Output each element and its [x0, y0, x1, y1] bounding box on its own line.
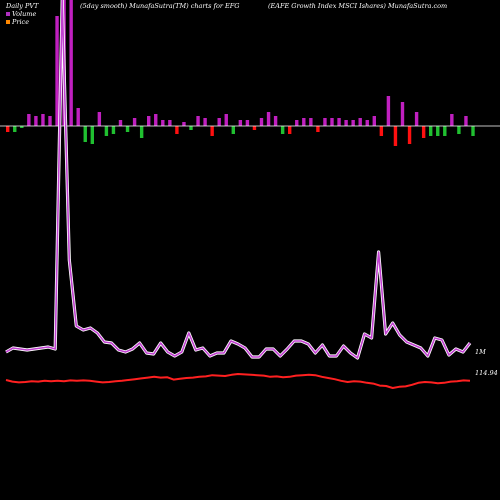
legend-price: Price [6, 18, 29, 26]
pvt-bars [6, 0, 475, 146]
pvt-bar [104, 126, 109, 136]
pvt-bar [20, 126, 24, 128]
volume-line [5, 0, 471, 359]
pvt-bar [407, 126, 412, 144]
pvt-bar [161, 120, 165, 126]
series-lines [5, 0, 472, 389]
pvt-bar [118, 120, 123, 126]
pvt-bar [125, 126, 130, 132]
pvt-bar [330, 118, 334, 126]
pvt-bar [302, 118, 306, 126]
pvt-bar [217, 118, 221, 126]
pvt-bar [259, 118, 264, 126]
pvt-bar [450, 114, 454, 126]
pvt-bar [34, 116, 38, 126]
pvt-bar [90, 126, 94, 144]
pvt-bar [414, 112, 419, 126]
pvt-bar [132, 118, 137, 126]
pvt-bar [41, 114, 45, 126]
pvt-bar [238, 120, 243, 126]
pvt-bar [471, 126, 475, 136]
pvt-bar [421, 126, 426, 138]
pvt-bar [457, 126, 461, 134]
pvt-bar [231, 126, 235, 134]
pvt-bar [6, 126, 10, 132]
pvt-bar [147, 116, 151, 126]
pvt-bar [365, 120, 369, 126]
pvt-bar [464, 116, 468, 126]
pvt-bar [76, 108, 80, 126]
pvt-bar [210, 126, 214, 136]
pvt-bar [379, 126, 384, 136]
pvt-bar [295, 120, 299, 126]
legend-volume-swatch [6, 12, 10, 16]
pvt-bar [48, 116, 52, 126]
pvt-bar [288, 126, 292, 134]
pvt-bar [344, 120, 348, 126]
pvt-bar [27, 114, 31, 126]
pvt-bar [189, 126, 193, 130]
pvt-bar [154, 114, 158, 126]
pvt-bar [168, 120, 172, 126]
pvt-bar [139, 126, 144, 138]
header-center: (5day smooth) MunafaSutra(TM) charts for… [80, 2, 240, 10]
price-line [5, 373, 471, 389]
pvt-bar [182, 122, 186, 126]
pvt-bar [83, 126, 87, 142]
pvt-bar [13, 126, 17, 132]
pvt-bar [224, 114, 228, 126]
legend-price-swatch [6, 20, 10, 24]
pvt-bar [337, 118, 341, 126]
header-left: Daily PVT [6, 2, 39, 10]
volume-end-label: 1M [475, 348, 486, 356]
pvt-bar [252, 126, 257, 130]
pvt-bar [266, 112, 271, 126]
pvt-bar [175, 126, 179, 134]
pvt-bar [358, 118, 362, 126]
pvt-bar [69, 0, 73, 126]
pvt-bar [280, 126, 285, 134]
header-right: (EAFE Growth Index MSCI Ishares) MunafaS… [268, 2, 448, 10]
pvt-bar [203, 118, 207, 126]
pvt-bar [436, 126, 440, 136]
pvt-bar [393, 126, 398, 146]
pvt-bar [196, 116, 200, 126]
pvt-bar [351, 120, 355, 126]
pvt-bar [386, 96, 391, 126]
pvt-bar [55, 16, 59, 126]
pvt-bar [372, 116, 376, 126]
pvt-bar [309, 118, 313, 126]
legend-price-label: Price [12, 18, 30, 26]
pvt-bar [400, 102, 405, 126]
pvt-bar [316, 126, 320, 132]
pvt-bar [429, 126, 433, 136]
legend-volume-label: Volume [12, 10, 37, 18]
pvt-bar [273, 116, 278, 126]
pvt-bar [323, 118, 327, 126]
price-end-label: 114.94 [475, 369, 498, 377]
pvt-bar [245, 120, 250, 126]
pvt-bar [443, 126, 447, 136]
legend-volume: Volume [6, 10, 36, 18]
pvt-bar [97, 112, 102, 126]
pvt-bar [111, 126, 116, 134]
